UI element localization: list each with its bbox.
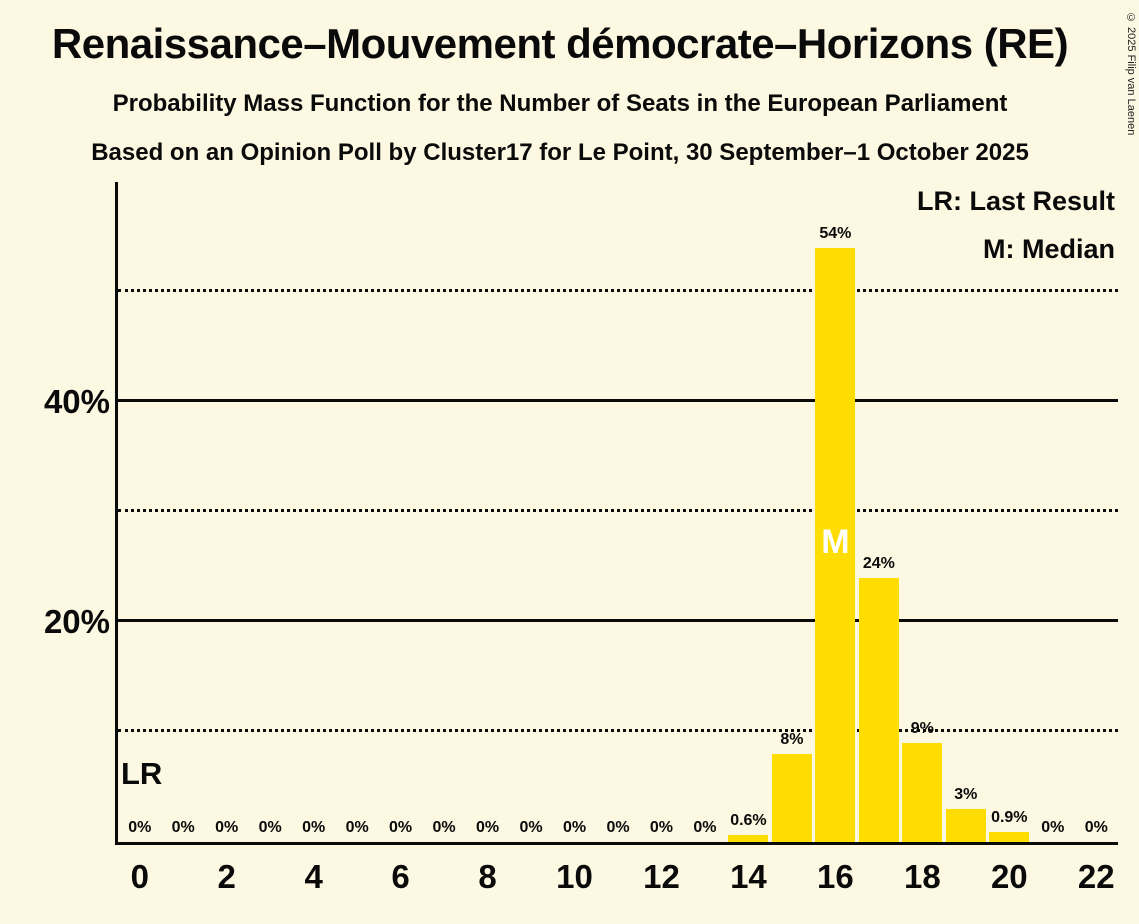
bar-seat-17 [858,578,899,842]
copyright-notice: © 2025 Filip van Laenen [1125,12,1137,136]
bar-label-seat-18: 9% [910,720,934,737]
bar-label-seat-16: 54% [819,225,852,242]
x-axis-label-18: 18 [903,858,941,895]
chart-title: Renaissance–Mouvement démocrate–Horizons… [51,20,1069,67]
x-axis-label-20: 20 [990,858,1028,895]
bar-seat-15 [771,754,812,842]
bar-label-seat-5: 0% [345,819,369,836]
x-axis-label-12: 12 [643,858,680,895]
bar-seat-16 [815,248,856,842]
bar-label-seat-22: 0% [1084,819,1108,836]
chart-subtitle-1: Probability Mass Function for the Number… [112,90,1008,117]
chart-subtitle-2: Based on an Opinion Poll by Cluster17 fo… [91,139,1029,166]
last-result-marker: LR [121,756,163,791]
bar-label-seat-0: 0% [128,819,152,836]
gridline-30 [118,509,1118,512]
bar-label-seat-17: 24% [862,555,895,572]
gridline-20 [118,619,1118,622]
bar-label-seat-7: 0% [432,819,456,836]
bar-label-seat-8: 0% [476,819,500,836]
x-axis-label-2: 2 [217,858,236,895]
x-axis-label-14: 14 [730,858,767,895]
y-axis-label-40: 40% [43,383,110,420]
bar-label-seat-10: 0% [562,819,587,836]
bar-label-seat-12: 0% [649,819,674,836]
bar-label-seat-14: 0.6% [730,812,767,830]
bar-seat-20 [989,832,1030,842]
x-axis-label-10: 10 [556,858,593,895]
x-axis-label-4: 4 [304,858,323,895]
bar-label-seat-1: 0% [171,819,195,836]
bar-seat-14 [728,835,769,842]
x-axis-label-8: 8 [478,858,497,895]
x-axis-label-22: 22 [1077,858,1115,895]
legend-median: M: Median [983,234,1115,264]
gridline-50 [118,289,1118,292]
bar-seat-18 [902,743,943,842]
bar-label-seat-13: 0% [693,819,717,836]
bar-label-seat-3: 0% [258,819,282,836]
gridline-10 [118,729,1118,732]
median-marker: M [821,523,850,561]
x-axis-label-6: 6 [391,858,410,895]
bar-label-seat-19: 3% [954,786,978,803]
bar-label-seat-6: 0% [389,819,413,836]
x-axis-label-0: 0 [130,858,149,895]
bar-label-seat-21: 0% [1041,819,1065,836]
y-axis-label-20: 20% [43,603,110,640]
bar-label-seat-11: 0% [606,819,630,836]
bar-label-seat-9: 0% [519,819,543,836]
legend-last-result: LR: Last Result [916,186,1115,216]
bar-label-seat-2: 0% [215,819,239,836]
gridline-40 [118,399,1118,402]
bar-label-seat-4: 0% [302,819,326,836]
bar-label-seat-20: 0.9% [991,809,1028,827]
plot-area: LR 20% 40% 0% 0% 0% 0% 0% 0% 0% 0% 0% 0% 0% 0% 0% 0% 0.6… [44,182,1118,895]
bar-seat-19 [945,809,986,842]
bar-label-seat-15: 8% [780,731,804,748]
x-axis-label-16: 16 [817,858,854,895]
